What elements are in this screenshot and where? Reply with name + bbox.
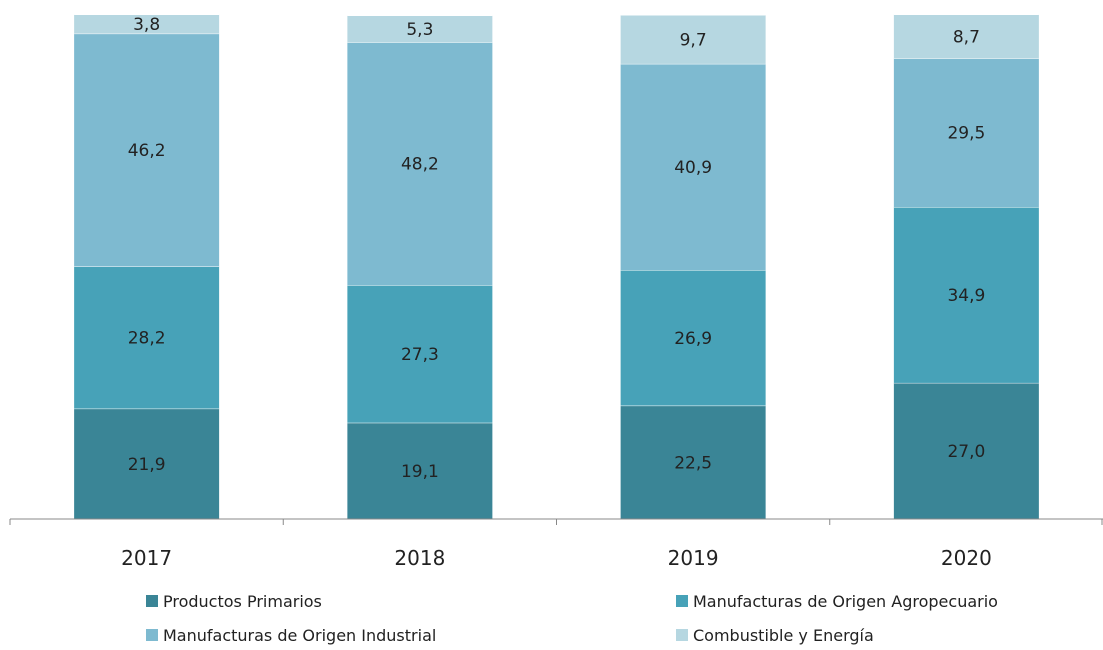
- bar-segment-2019-2: [620, 270, 766, 406]
- data-label: 34,9: [947, 286, 985, 306]
- data-label: 26,9: [674, 329, 712, 349]
- data-label: 9,7: [680, 30, 707, 50]
- bar-group-2017: 21,9 28,2 46,2 3,8: [74, 13, 220, 519]
- data-label: 3,8: [133, 15, 160, 35]
- legend-label: Productos Primarios: [163, 592, 322, 611]
- data-label: 5,3: [406, 20, 433, 40]
- bar-segment-2019-1: [620, 405, 766, 519]
- legend-label: Manufacturas de Origen Industrial: [163, 626, 436, 645]
- data-label: 29,5: [947, 124, 985, 144]
- bar-segment-2020-4: [893, 14, 1039, 59]
- data-label: 22,5: [674, 453, 712, 473]
- data-label: 21,9: [128, 455, 166, 475]
- legend-label: Manufacturas de Origen Agropecuario: [693, 592, 998, 611]
- data-label: 40,9: [674, 158, 712, 178]
- legend-label: Combustible y Energía: [693, 626, 874, 645]
- legend-swatch: [676, 595, 688, 607]
- legend: Productos Primarios Manufacturas de Orige…: [146, 592, 998, 645]
- data-label: 27,3: [401, 345, 439, 365]
- data-label: 27,0: [947, 442, 985, 462]
- bar-segment-2018-3: [347, 42, 493, 286]
- bar-group-2019: 22,5 26,9 40,9 9,7: [620, 14, 766, 519]
- x-axis: 2017 2018 2019 2020: [9, 518, 1103, 570]
- bar-segment-2020-3: [893, 58, 1039, 208]
- legend-item-2: Manufacturas de Origen Agropecuario: [676, 592, 998, 611]
- bar-segment-2017-3: [74, 33, 220, 267]
- x-tick-label: 2019: [668, 546, 719, 570]
- x-tick-label: 2018: [394, 546, 445, 570]
- bar-segment-2019-4: [620, 15, 766, 64]
- x-tick-label: 2020: [941, 546, 992, 570]
- legend-item-1: Productos Primarios: [146, 592, 322, 611]
- bar-segment-2020-2: [893, 207, 1039, 383]
- legend-swatch: [676, 629, 688, 641]
- legend-item-3: Manufacturas de Origen Industrial: [146, 626, 436, 645]
- bar-segment-2017-2: [74, 266, 220, 409]
- bar-group-2020: 27,0 34,9 29,5 8,7: [893, 13, 1039, 519]
- bar-segment-2017-4: [74, 14, 220, 34]
- data-label: 8,7: [953, 27, 980, 47]
- bars-layer: 21,9 28,2 46,2 3,8 19,1 27,3 48,2 5,3 22,5 26,9 40…: [74, 13, 1039, 519]
- bar-group-2018: 19,1 27,3 48,2 5,3: [347, 15, 493, 519]
- data-label: 28,2: [128, 329, 166, 349]
- data-label: 46,2: [128, 141, 166, 161]
- legend-swatch: [146, 629, 158, 641]
- bar-segment-2017-1: [74, 408, 220, 519]
- bar-segment-2018-2: [347, 285, 493, 423]
- bar-segment-2018-1: [347, 422, 493, 519]
- data-label: 48,2: [401, 155, 439, 175]
- bar-segment-2020-1: [893, 382, 1039, 519]
- bar-segment-2019-3: [620, 63, 766, 271]
- x-tick-label: 2017: [121, 546, 172, 570]
- bar-segment-2018-4: [347, 15, 493, 43]
- legend-swatch: [146, 595, 158, 607]
- data-label: 19,1: [401, 462, 439, 482]
- legend-item-4: Combustible y Energía: [676, 626, 874, 645]
